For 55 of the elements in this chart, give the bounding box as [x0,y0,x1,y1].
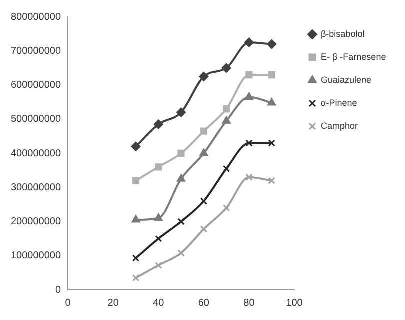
point [132,215,140,223]
point [268,177,276,184]
point [131,142,141,152]
point [199,72,209,82]
point [178,218,185,226]
point [246,71,253,79]
y-tick-label: 200000000 [10,216,62,228]
y-tick-label: 100000000 [10,250,62,262]
point [244,38,254,48]
point [246,174,253,181]
x-tick-label: 20 [108,298,120,309]
x-tick-label: 80 [244,298,256,309]
y-tick-label: 0 [55,284,62,296]
point [244,92,254,100]
legend-label: E- β -Farnesene [321,52,386,62]
point [200,226,208,233]
point [200,198,208,205]
y-tick-label: 600000000 [10,80,62,91]
point [155,262,162,270]
y-tick-label: 300000000 [10,182,62,194]
point [222,204,230,212]
point [222,165,230,172]
legend-label: β-bisabolol [321,28,365,39]
point [177,174,186,182]
point [176,108,186,118]
point [267,40,277,50]
point [132,254,140,262]
point [132,177,140,184]
x-tick-label: 60 [198,298,210,309]
point [154,120,164,130]
x-tick-label: 40 [153,298,165,309]
point [246,140,253,147]
y-tick-label: 400000000 [10,148,62,160]
point [155,164,162,171]
point [178,250,185,257]
y-tick-label: 500000000 [10,114,62,126]
point [200,148,208,156]
point [222,63,232,73]
point [222,106,230,113]
legend-label: Guaiazulene [321,74,372,85]
y-tick-label: 700000000 [10,46,62,57]
point [132,274,140,282]
x-tick-label: 0 [65,298,72,309]
y-tick-label: 800000000 [10,12,62,23]
point [268,98,276,106]
point [222,116,231,124]
point [178,150,185,158]
point [200,128,208,135]
x-tick-label: 100 [286,298,304,309]
point [268,140,276,147]
legend-label: Camphor [321,120,358,131]
point [154,214,163,222]
legend-label: α-Pinene [321,98,358,108]
point [268,71,276,79]
point [155,235,162,242]
